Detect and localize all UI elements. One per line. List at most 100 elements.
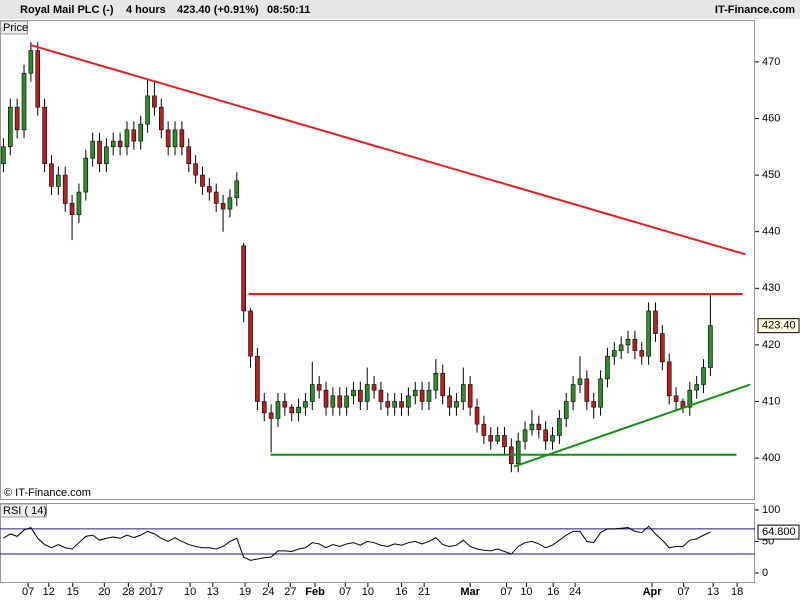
candle-body: [481, 423, 487, 436]
candle-body: [653, 310, 658, 334]
candle-body: [69, 203, 75, 216]
candle-body: [296, 406, 301, 414]
candle-body: [611, 350, 617, 357]
x-tick-label: 19: [239, 586, 251, 598]
candle-body: [83, 157, 89, 193]
candle-body: [255, 355, 260, 402]
price-label-box: [0, 20, 28, 35]
candle-body: [392, 401, 397, 408]
source: IT-Finance.com: [715, 4, 795, 16]
candle-body: [632, 338, 638, 351]
candle-body: [694, 384, 699, 391]
candle-body: [584, 378, 590, 402]
candle-body: [557, 418, 562, 436]
candle-body: [241, 245, 246, 312]
instrument-name: Royal Mail PLC (-): [20, 4, 114, 16]
candle-body: [289, 406, 295, 414]
x-tick-label: Apr: [643, 586, 663, 598]
candle-body: [268, 412, 274, 419]
last-price-label: 423.40: [762, 320, 796, 332]
rsi-label-box: [0, 503, 47, 518]
rsi-last-box: [757, 524, 800, 540]
candle-body: [193, 163, 198, 176]
rsi-line: [3, 525, 711, 561]
x-tick-label: 07: [500, 586, 512, 598]
candle-body: [28, 50, 34, 74]
candle-body: [460, 384, 466, 402]
candle-body: [200, 174, 205, 187]
candle-body: [35, 50, 41, 108]
candle-body: [207, 186, 212, 193]
trendline: [513, 383, 751, 468]
candle-body: [454, 401, 459, 408]
candle-body: [76, 191, 82, 216]
candle-body: [625, 338, 631, 346]
candle-body: [179, 129, 185, 148]
candle-body: [275, 401, 281, 419]
x-tick-label: 2017: [139, 586, 163, 598]
candle-body: [337, 395, 343, 408]
x-tick-label: 13: [707, 586, 719, 598]
candle-body: [172, 129, 178, 148]
rsi-title: RSI ( 14): [3, 505, 47, 517]
x-tick-label: 24: [262, 586, 274, 598]
candle-body: [1, 146, 6, 165]
candle-body: [591, 401, 597, 408]
candle-body: [323, 389, 329, 408]
candle-body: [364, 384, 370, 402]
y-tick-label: 400: [762, 452, 780, 464]
x-tick-label: 07: [22, 586, 34, 598]
rsi-last-label: 64.800: [762, 526, 796, 538]
candle-body: [646, 310, 651, 357]
candle-body: [433, 372, 439, 391]
x-tick-label: 24: [569, 586, 581, 598]
x-tick-label: 28: [122, 586, 134, 598]
candle-body: [673, 395, 679, 402]
candle-body: [412, 389, 418, 397]
candle-body: [131, 129, 137, 142]
y-tick-label: 100: [762, 504, 780, 516]
candle-body: [158, 106, 164, 131]
candle-body: [666, 361, 672, 397]
candle-body: [660, 333, 665, 363]
x-tick-label: 16: [395, 586, 407, 598]
candle-body: [399, 401, 404, 408]
x-tick-label: 20: [98, 586, 110, 598]
candle-body: [261, 401, 267, 414]
candle-body: [42, 106, 47, 165]
y-tick-label: 0: [762, 567, 768, 579]
candle-body: [371, 384, 377, 391]
candle-body: [234, 180, 240, 199]
candle-body: [248, 310, 253, 357]
candle-body: [495, 435, 500, 442]
x-tick-label: 21: [418, 586, 430, 598]
x-tick-label: 18: [731, 586, 743, 598]
trendline: [29, 43, 746, 256]
candle-body: [56, 174, 61, 187]
candle-body: [639, 350, 645, 357]
y-tick-label: 420: [762, 339, 780, 351]
candle-body: [550, 435, 555, 442]
x-tick-label: 10: [362, 586, 374, 598]
candle-body: [440, 372, 446, 397]
candle-body: [138, 123, 144, 142]
x-tick-label: 13: [207, 586, 219, 598]
x-tick-label: 10: [184, 586, 196, 598]
candle-body: [543, 429, 548, 442]
interval: 4 hours: [126, 4, 166, 16]
rsi-panel: [0, 503, 755, 583]
y-tick-label: 440: [762, 226, 780, 238]
candle-body: [406, 395, 411, 408]
candle-body: [145, 95, 150, 125]
candle-body: [117, 140, 123, 148]
price-panel: [0, 20, 755, 500]
candle-body: [14, 106, 20, 131]
candle-body: [21, 72, 27, 131]
candle-body: [104, 146, 109, 165]
candle-body: [701, 367, 706, 385]
x-tick-label: 07: [339, 586, 351, 598]
candle-body: [309, 384, 315, 402]
x-tick-label: Feb: [305, 586, 325, 598]
